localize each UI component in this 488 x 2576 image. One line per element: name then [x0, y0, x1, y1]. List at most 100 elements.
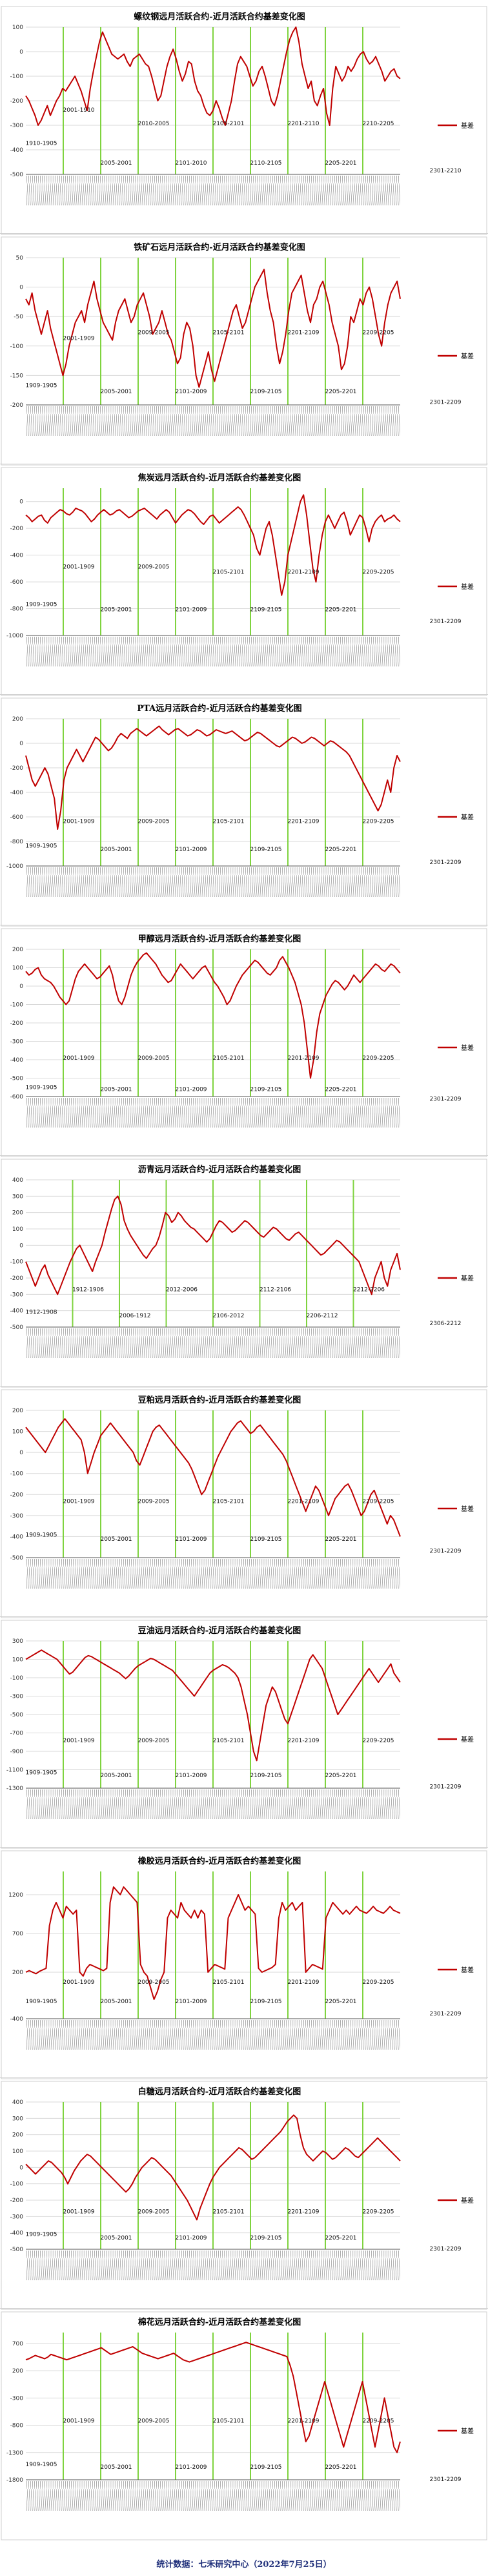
period-label: 1912-1906	[72, 1286, 104, 1293]
x-axis-date-band	[26, 1098, 400, 1128]
legend-label: 基差	[461, 582, 474, 591]
chart-frame	[1, 1620, 487, 1849]
period-label: 1912-1908	[25, 1310, 57, 1316]
period-label: 1909-1905	[25, 601, 57, 608]
period-label: 2209-2205	[362, 2209, 394, 2215]
y-tick-label: -300	[10, 1694, 24, 1700]
chart-panel-8: 橡胶远月活跃合约-近月活跃合约基差变化图 -400 200 700 1200 1909-1…	[0, 1850, 488, 2080]
period-label: 2209-2205	[362, 1738, 394, 1744]
y-tick-label: -400	[10, 553, 24, 559]
chart-svg: 螺纹钢远月活跃合约-近月活跃合约基差变化图 -500 -400 -300 -200 -10…	[1, 6, 487, 235]
y-tick-label: 100	[12, 1429, 23, 1436]
y-tick-label: -100	[10, 344, 24, 350]
period-label: 2001-1909	[63, 1498, 94, 1505]
legend-label: 基差	[461, 2427, 474, 2435]
y-tick-label: 700	[12, 2341, 23, 2347]
period-label: 2001-1910	[63, 107, 94, 114]
chart-frame	[1, 1389, 487, 1618]
period-label: 2009-2005	[137, 2418, 169, 2424]
period-label: 2105-2101	[212, 1738, 244, 1744]
panel-separator	[0, 233, 488, 234]
x-axis-date-band	[26, 1559, 400, 1589]
y-tick-label: -500	[10, 2247, 24, 2253]
y-tick-label: 200	[12, 1408, 23, 1414]
period-label: 2205-2201	[325, 1536, 356, 1543]
y-tick-label: 200	[12, 2368, 23, 2375]
chart-frame	[1, 467, 487, 696]
footer-source: 统计数据：七禾研究中心（2022年7月25日）	[156, 2560, 332, 2570]
x-axis-date-band	[26, 637, 400, 666]
chart-frame	[1, 236, 487, 466]
chart-panel-1: 铁矿石远月活跃合约-近月活跃合约基差变化图 -200 -150 -100 -50 0 50 1…	[0, 236, 488, 466]
chart-panel-5: 沥青远月活跃合约-近月活跃合约基差变化图 -500 -400 -300 -200 -100…	[0, 1158, 488, 1388]
legend-label: 基差	[461, 1735, 474, 1744]
period-label: 2301-2209	[429, 399, 461, 406]
chart-svg: 豆油远月活跃合约-近月活跃合约基差变化图 -1300 -1100 -900 -700 -5…	[1, 1620, 487, 1849]
period-label: 2201-2110	[287, 121, 319, 127]
panel-separator	[0, 2077, 488, 2078]
period-label: 2105-2101	[212, 819, 244, 825]
y-tick-label: -800	[10, 839, 24, 845]
period-label: 1909-1905	[25, 1532, 57, 1538]
y-tick-label: 100	[12, 25, 23, 31]
y-tick-label: 200	[12, 947, 23, 953]
chart-frame	[1, 6, 487, 235]
legend-label: 基差	[461, 2196, 474, 2205]
period-label: 2205-2201	[325, 389, 356, 395]
panel-separator	[0, 1847, 488, 1848]
period-label: 2101-2010	[175, 160, 207, 167]
x-axis-date-band	[26, 406, 400, 436]
period-label: 2005-2001	[100, 2464, 132, 2471]
y-tick-label: -300	[10, 1292, 24, 1298]
y-tick-label: 0	[19, 1242, 23, 1249]
legend-label: 基差	[461, 1505, 474, 1513]
period-label: 2001-1909	[63, 1055, 94, 1062]
y-tick-label: -400	[10, 1308, 24, 1315]
period-label: 2001-1909	[63, 336, 94, 342]
y-tick-label: -400	[10, 790, 24, 796]
y-tick-label: 700	[12, 1931, 23, 1937]
chart-title: 白糖远月活跃合约-近月活跃合约基差变化图	[138, 2087, 301, 2097]
period-label: 2009-2005	[137, 1979, 169, 1986]
period-label: 2109-2105	[250, 389, 281, 395]
period-label: 2209-2205	[362, 1498, 394, 1505]
y-tick-label: -400	[10, 1057, 24, 1064]
series-line	[25, 1886, 401, 2000]
period-label: 2205-2201	[325, 2464, 356, 2471]
period-label: 1909-1905	[25, 843, 57, 850]
panel-separator	[0, 2308, 488, 2309]
y-tick-label: 1200	[8, 1892, 23, 1899]
period-label: 2205-2201	[325, 1999, 356, 2005]
series-line	[25, 952, 401, 1079]
period-label: 2105-2101	[212, 570, 244, 576]
period-label: 2209-2205	[362, 1979, 394, 1986]
legend-label: 基差	[461, 813, 474, 821]
period-label: 2201-2109	[287, 1979, 319, 1986]
period-label: 2001-1909	[63, 2209, 94, 2215]
period-label: 2005-2001	[100, 389, 132, 395]
y-tick-label: -100	[10, 74, 24, 80]
period-label: 2109-2105	[250, 2235, 281, 2241]
period-label: 2101-2009	[175, 607, 207, 613]
y-tick-label: -500	[10, 1555, 24, 1561]
y-tick-label: 0	[19, 49, 23, 56]
chart-frame	[1, 697, 487, 927]
period-label: 2006-1912	[119, 1313, 150, 1319]
period-label: 2009-2005	[137, 564, 169, 570]
period-label: 2110-2105	[250, 160, 281, 167]
period-label: 2101-2009	[175, 1773, 207, 1779]
period-label: 2005-2001	[100, 847, 132, 853]
y-tick-label: -400	[10, 147, 24, 154]
period-label: 2109-2105	[250, 1999, 281, 2005]
y-tick-label: 0	[19, 285, 23, 291]
chart-panel-2: 焦炭远月活跃合约-近月活跃合约基差变化图 -1000 -800 -600 -400 -20…	[0, 466, 488, 697]
period-label: 2301-2209	[429, 1784, 461, 1791]
y-tick-label: -1800	[6, 2477, 23, 2484]
period-label: 2105-2101	[212, 2418, 244, 2424]
period-label: 2105-2101	[212, 1055, 244, 1062]
y-tick-label: 400	[12, 1177, 23, 1184]
period-label: 2301-2209	[429, 619, 461, 625]
y-tick-label: -200	[10, 1275, 24, 1282]
x-axis-date-band	[26, 2481, 400, 2511]
period-label: 2205-2201	[325, 1773, 356, 1779]
